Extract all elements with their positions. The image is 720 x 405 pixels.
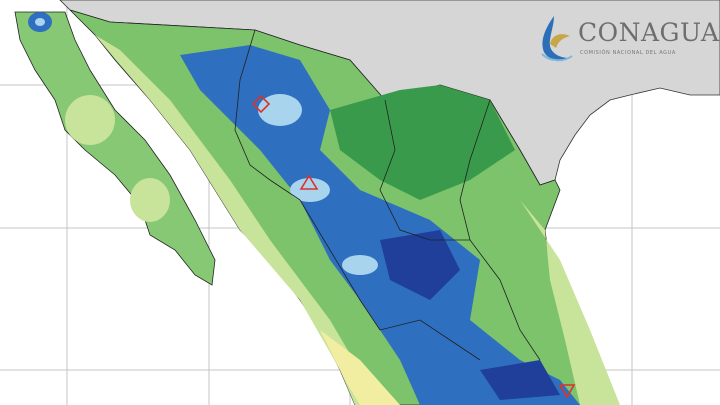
map-markers: [251, 94, 576, 399]
water-drop-logo-icon: [541, 16, 573, 62]
conagua-logo: CONAGUA COMISIÓN NACIONAL DEL AGUA: [536, 14, 720, 66]
precipitation-shading: [28, 12, 620, 405]
logo-title: CONAGUA: [578, 18, 720, 47]
baja-california: [14, 11, 216, 286]
triangle-up-marker: [299, 174, 319, 190]
diamond-marker: [251, 94, 271, 114]
logo-subtitle: COMISIÓN NACIONAL DEL AGUA: [580, 50, 676, 56]
triangle-down-marker: [558, 384, 576, 399]
state-borders: [234, 29, 541, 361]
